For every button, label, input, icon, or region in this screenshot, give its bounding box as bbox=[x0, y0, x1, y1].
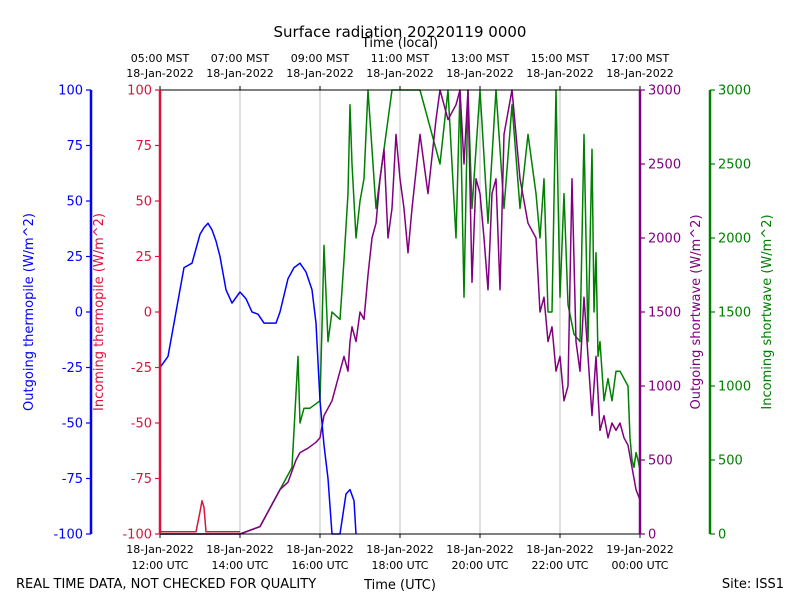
x-tick-label-top-time: 13:00 MST bbox=[451, 52, 510, 65]
y-tick-label-out_thermo: 75 bbox=[66, 139, 83, 154]
y-tick-label-out_thermo: 50 bbox=[66, 195, 83, 210]
y-tick-label-in_thermo: -25 bbox=[131, 361, 152, 376]
y-tick-label-out_thermo: -100 bbox=[53, 528, 83, 543]
x-tick-label-top-date: 18-Jan-2022 bbox=[206, 67, 274, 80]
x-tick-label-top-date: 18-Jan-2022 bbox=[366, 67, 434, 80]
x-tick-label-bottom-time: 16:00 UTC bbox=[291, 559, 348, 572]
y-tick-label-in_sw: 3000 bbox=[718, 84, 751, 99]
x-tick-label-top-date: 18-Jan-2022 bbox=[286, 67, 354, 80]
y-axis-label-in_thermo: Incoming thermopile (W/m^2) bbox=[92, 213, 107, 411]
x-tick-label-bottom-date: 18-Jan-2022 bbox=[526, 543, 594, 556]
y-tick-label-in_sw: 1000 bbox=[718, 380, 751, 395]
y-tick-label-in_sw: 500 bbox=[718, 454, 743, 469]
y-tick-label-in_thermo: 0 bbox=[144, 306, 152, 321]
y-tick-label-out_thermo: 100 bbox=[58, 84, 83, 99]
y-tick-label-out_thermo: 0 bbox=[75, 306, 83, 321]
y-axis-label-in_sw: Incoming shortwave (W/m^2) bbox=[760, 214, 775, 409]
x-tick-label-top-time: 07:00 MST bbox=[211, 52, 270, 65]
y-tick-label-in_thermo: 75 bbox=[135, 139, 152, 154]
y-axis-label-out_thermo: Outgoing thermopile (W/m^2) bbox=[22, 213, 37, 411]
x-tick-label-top-time: 15:00 MST bbox=[531, 52, 590, 65]
x-tick-label-top-date: 18-Jan-2022 bbox=[126, 67, 194, 80]
x-tick-label-top-date: 18-Jan-2022 bbox=[446, 67, 514, 80]
y-tick-label-in_sw: 1500 bbox=[718, 306, 751, 321]
top-axis-label: Time (local) bbox=[361, 36, 438, 51]
y-tick-label-out_thermo: -75 bbox=[62, 472, 83, 487]
x-tick-label-bottom-time: 14:00 UTC bbox=[211, 559, 268, 572]
grid-lines bbox=[239, 90, 561, 534]
y-tick-label-out_sw: 2000 bbox=[648, 232, 681, 247]
y-axis-label-out_sw: Outgoing shortwave (W/m^2) bbox=[689, 214, 704, 409]
x-tick-label-bottom-time: 22:00 UTC bbox=[531, 559, 588, 572]
x-tick-label-bottom-time: 20:00 UTC bbox=[451, 559, 508, 572]
y-tick-label-in_sw: 2000 bbox=[718, 232, 751, 247]
chart-title: Surface radiation 20220119 0000 bbox=[274, 23, 527, 41]
y-tick-label-out_sw: 500 bbox=[648, 454, 673, 469]
y-tick-label-out_sw: 0 bbox=[648, 528, 656, 543]
x-tick-label-bottom-time: 18:00 UTC bbox=[371, 559, 428, 572]
y-tick-label-in_sw: 2500 bbox=[718, 158, 751, 173]
y-tick-label-out_thermo: 25 bbox=[66, 250, 83, 265]
series-line-out_thermo bbox=[160, 222, 357, 535]
x-tick-label-bottom-time: 00:00 UTC bbox=[611, 559, 668, 572]
y-tick-label-out_thermo: -50 bbox=[62, 417, 83, 432]
x-tick-label-top-date: 18-Jan-2022 bbox=[606, 67, 674, 80]
x-tick-label-bottom-time: 12:00 UTC bbox=[131, 559, 188, 572]
y-tick-label-in_thermo: -50 bbox=[131, 417, 152, 432]
y-tick-label-in_thermo: -75 bbox=[131, 472, 152, 487]
series-line-in_thermo bbox=[160, 499, 240, 533]
x-tick-label-bottom-date: 18-Jan-2022 bbox=[366, 543, 434, 556]
axes-layer: 18-Jan-2022 12:00 UTC 18-Jan-2022 14:00 UTC… bbox=[22, 52, 775, 572]
y-tick-label-out_thermo: -25 bbox=[62, 361, 83, 376]
y-tick-label-in_thermo: 50 bbox=[135, 195, 152, 210]
x-tick-label-top-date: 18-Jan-2022 bbox=[526, 67, 594, 80]
bottom-axis-label: Time (UTC) bbox=[363, 578, 436, 593]
y-tick-label-out_sw: 1000 bbox=[648, 380, 681, 395]
y-tick-label-in_thermo: -100 bbox=[122, 528, 152, 543]
footer-site-label: Site: ISS1 bbox=[722, 577, 784, 592]
x-tick-label-bottom-date: 19-Jan-2022 bbox=[606, 543, 674, 556]
x-tick-label-bottom-date: 18-Jan-2022 bbox=[126, 543, 194, 556]
y-tick-label-out_sw: 3000 bbox=[648, 84, 681, 99]
y-tick-label-out_sw: 1500 bbox=[648, 306, 681, 321]
y-tick-label-in_sw: 0 bbox=[718, 528, 726, 543]
x-tick-label-top-time: 11:00 MST bbox=[371, 52, 430, 65]
y-tick-label-in_thermo: 25 bbox=[135, 250, 152, 265]
footer-quality-note: REAL TIME DATA, NOT CHECKED FOR QUALITY bbox=[16, 577, 316, 592]
x-tick-label-bottom-date: 18-Jan-2022 bbox=[206, 543, 274, 556]
x-tick-label-bottom-date: 18-Jan-2022 bbox=[446, 543, 514, 556]
y-tick-label-in_thermo: 100 bbox=[127, 84, 152, 99]
y-tick-label-out_sw: 2500 bbox=[648, 158, 681, 173]
series-line-out_sw bbox=[160, 89, 640, 535]
x-tick-label-top-time: 05:00 MST bbox=[131, 52, 190, 65]
x-tick-label-bottom-date: 18-Jan-2022 bbox=[286, 543, 354, 556]
x-tick-label-top-time: 09:00 MST bbox=[291, 52, 350, 65]
x-tick-label-top-time: 17:00 MST bbox=[611, 52, 670, 65]
